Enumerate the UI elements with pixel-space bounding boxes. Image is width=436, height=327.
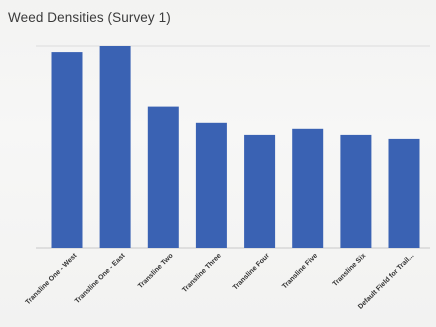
x-tick-label-4: Transline Three: [181, 252, 223, 294]
bar-7[interactable]: [340, 134, 372, 248]
chart-title: Weed Densities (Survey 1): [8, 10, 171, 25]
bar-layer: [51, 46, 420, 248]
bar-6[interactable]: [292, 128, 324, 248]
bar-1[interactable]: [51, 52, 83, 248]
bar-4[interactable]: [195, 122, 227, 248]
bar-2[interactable]: [99, 46, 131, 248]
x-tick-label-8: Default Field for Trail...: [357, 252, 415, 310]
bar-5[interactable]: [244, 134, 276, 248]
bar-3[interactable]: [147, 106, 179, 248]
x-tick-label-3: Transline Two: [137, 252, 175, 290]
x-tick-label-7: Transline Six: [332, 252, 368, 288]
x-tick-label-5: Transline Four: [232, 252, 271, 291]
x-tick-label-1: Transline One - West: [25, 252, 79, 306]
x-tick-label-2: Transline One - East: [74, 252, 127, 305]
x-tick-label-6: Transline Five: [281, 252, 319, 290]
bar-8[interactable]: [388, 138, 420, 248]
